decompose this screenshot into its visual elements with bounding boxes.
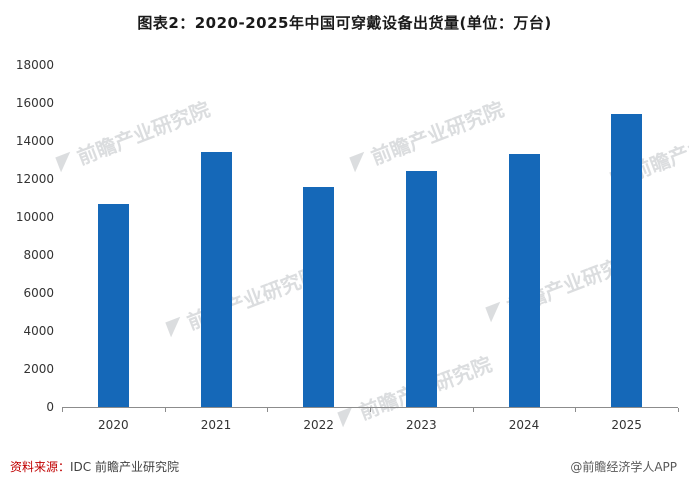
- x-axis-tick-label: 2023: [406, 418, 437, 432]
- x-axis-tick: [164, 408, 166, 412]
- y-axis-tick-label: 6000: [23, 286, 54, 300]
- x-axis-tick: [267, 408, 269, 412]
- source-text: IDC 前瞻产业研究院: [70, 460, 179, 474]
- y-axis-tick-label: 12000: [15, 172, 54, 186]
- bar-2025: [611, 114, 643, 407]
- y-axis-tick-label: 10000: [15, 210, 54, 224]
- x-axis-tick-label: 2021: [200, 418, 232, 432]
- x-axis-tick: [62, 408, 63, 412]
- x-axis-tick-label: 2020: [98, 418, 129, 432]
- y-axis-tick-label: 8000: [23, 248, 54, 262]
- x-axis-tick: [575, 408, 577, 412]
- y-axis-tick-label: 2000: [23, 362, 54, 376]
- x-axis-tick-label: 2024: [508, 418, 540, 432]
- y-axis-tick-label: 0: [46, 400, 54, 414]
- x-axis-line: [62, 407, 678, 408]
- bar-2022: [303, 186, 335, 407]
- bar-2023: [405, 171, 437, 407]
- bar-2021: [200, 152, 232, 407]
- x-axis-tick: [370, 408, 371, 412]
- source-note: 资料来源：IDC 前瞻产业研究院: [10, 458, 179, 475]
- y-axis-tick-label: 4000: [23, 324, 54, 338]
- chart-title: 图表2：2020-2025年中国可穿戴设备出货量(单位：万台): [137, 14, 552, 32]
- bar-2024: [508, 154, 540, 407]
- credit-note: @前瞻经济学人APP: [570, 460, 677, 474]
- x-axis-tick-label: 2025: [611, 418, 642, 432]
- bar-2020: [97, 203, 129, 407]
- y-axis-tick-label: 14000: [15, 134, 54, 148]
- source-prefix: 资料来源：: [10, 460, 71, 474]
- y-axis-tick-label: 16000: [15, 96, 54, 110]
- x-axis-tick: [472, 408, 474, 412]
- x-axis-tick: [678, 408, 679, 412]
- x-axis-tick-label: 2022: [303, 418, 334, 432]
- y-axis-tick-label: 18000: [15, 58, 54, 72]
